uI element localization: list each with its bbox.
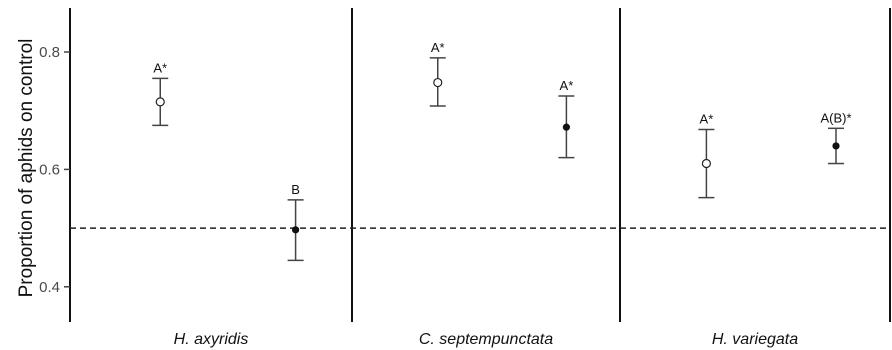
open-point: [701, 158, 712, 169]
filled-point: [292, 226, 300, 234]
significance-label: A*: [153, 60, 167, 75]
axes-layer: [64, 8, 891, 322]
marks-layer: [152, 57, 844, 262]
significance-label: A(B)*: [820, 110, 851, 125]
significance-label: A*: [560, 78, 574, 93]
panel-label: H. axyridis: [174, 331, 249, 348]
significance-label: A*: [431, 40, 445, 55]
y-tick-label: 0.6: [39, 161, 60, 178]
open-point: [433, 77, 443, 88]
y-tick-label: 0.8: [39, 44, 60, 61]
filled-point: [832, 142, 840, 150]
significance-label: A*: [700, 111, 714, 126]
open-point: [155, 97, 165, 107]
panel-label: H. variegata: [712, 331, 798, 348]
text-layer: Proportion of aphids on control 0.4 0.6 0.…: [16, 39, 852, 348]
y-tick-label: 0.4: [39, 279, 60, 296]
y-axis-label: Proportion of aphids on control: [16, 39, 37, 298]
panel-label: C. septempunctata: [419, 331, 553, 348]
filled-point: [562, 123, 571, 131]
significance-label: B: [291, 182, 300, 197]
